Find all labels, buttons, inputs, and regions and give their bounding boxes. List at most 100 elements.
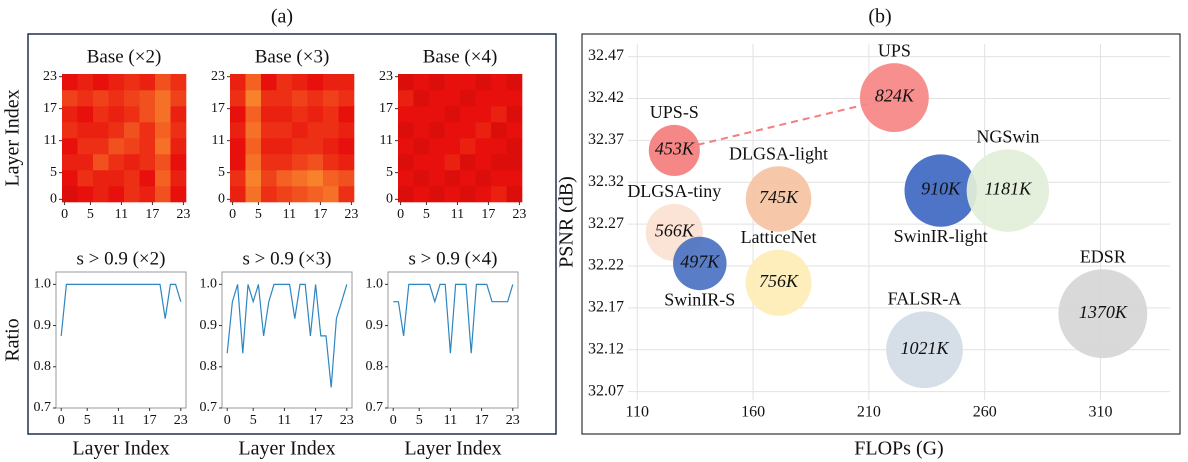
- x-tick-label: 310: [1089, 404, 1113, 421]
- heatmap-cell: [475, 170, 492, 187]
- line: [60, 283, 182, 336]
- heatmap-cell: [245, 90, 262, 107]
- chart-title: Base (×2): [87, 46, 162, 67]
- heatmap-cell: [261, 122, 277, 139]
- heatmap-cell: [230, 90, 246, 107]
- y-axis-label: Layer Index: [2, 89, 24, 186]
- heatmap-cell: [245, 74, 262, 91]
- heatmap-cell: [491, 186, 507, 203]
- heatmap-cell: [491, 170, 507, 187]
- heatmap-cell: [230, 106, 246, 123]
- heatmap-cell: [139, 90, 156, 107]
- heatmap-cell: [292, 106, 308, 123]
- heatmap-cell: [398, 154, 414, 171]
- bubble: [904, 154, 977, 227]
- heatmap-cell: [276, 170, 293, 187]
- heatmap-cell: [338, 186, 355, 203]
- heatmap-cell: [429, 106, 445, 123]
- x-tick-label: 17: [309, 413, 323, 428]
- heatmap-cell: [460, 122, 476, 139]
- heatmap-cell: [444, 154, 461, 171]
- heatmap-cell: [139, 106, 156, 123]
- heatmap-cell: [108, 186, 125, 203]
- heatmap-cell: [155, 170, 171, 187]
- x-tick-label: 23: [506, 413, 520, 428]
- heatmap-cell: [460, 74, 476, 91]
- x-tick-label: 11: [444, 413, 457, 428]
- heatmap-cell: [398, 186, 414, 203]
- bubble-name: DLGSA-tiny: [627, 181, 721, 201]
- heatmap-cell: [276, 186, 293, 203]
- y-tick-label: 0: [386, 192, 393, 207]
- heatmap-cell: [292, 138, 308, 155]
- heatmap-cell: [413, 186, 430, 203]
- y-tick-label: 32.22: [588, 257, 624, 274]
- heatmap-cell: [230, 122, 246, 139]
- heatmap-cell: [124, 170, 140, 187]
- heatmap-cell: [276, 154, 293, 171]
- heatmap-cell: [338, 74, 355, 91]
- heatmap-cell: [506, 154, 523, 171]
- heatmap-cell: [413, 106, 430, 123]
- heatmap-cell: [460, 106, 476, 123]
- heatmap-cell: [506, 170, 523, 187]
- heatmap-cell: [139, 154, 156, 171]
- bubble: [673, 236, 727, 291]
- heatmap-cell: [276, 74, 293, 91]
- heatmap-cell: [139, 170, 156, 187]
- x-tick-label: 5: [416, 413, 423, 428]
- heatmap-cell: [398, 90, 414, 107]
- heatmap-cell: [506, 106, 523, 123]
- plot-frame: [221, 271, 353, 409]
- heatmap-cell: [261, 186, 277, 203]
- y-tick-label: 0.9: [200, 318, 218, 333]
- heatmap-cell: [62, 170, 78, 187]
- heatmap-cell: [261, 138, 277, 155]
- y-tick-label: 17: [211, 101, 225, 116]
- heatmap-cell: [292, 154, 308, 171]
- heatmap-cell: [307, 138, 324, 155]
- bubble: [886, 311, 963, 389]
- x-tick-label: 11: [112, 413, 125, 428]
- y-tick-label: 5: [218, 165, 225, 180]
- x-tick-label: 0: [58, 413, 65, 428]
- heatmap-cell: [413, 122, 430, 139]
- plot-frame: [387, 271, 519, 409]
- heatmap-cell: [139, 74, 156, 91]
- heatmap-cell: [413, 74, 430, 91]
- heatmap-cell: [124, 122, 140, 139]
- y-tick-label: 0.7: [366, 400, 384, 415]
- heatmap-cell: [491, 90, 507, 107]
- heatmap-cell: [323, 154, 339, 171]
- x-tick-label: 17: [481, 207, 495, 222]
- heatmap-cell: [506, 186, 523, 203]
- heatmap-cell: [444, 170, 461, 187]
- bubble-size-label: 824K: [875, 86, 915, 106]
- heatmap-cell: [62, 154, 78, 171]
- heatmap-cell: [261, 90, 277, 107]
- heatmap-cell: [292, 74, 308, 91]
- bubble-name: UPS: [878, 40, 911, 60]
- heatmap-cell: [170, 122, 187, 139]
- heatmap-cell: [444, 74, 461, 91]
- y-axis-label: Ratio: [2, 318, 24, 361]
- heatmap-cell: [398, 122, 414, 139]
- chart-title: Base (×3): [255, 46, 330, 67]
- x-tick-label: 11: [283, 207, 296, 222]
- heatmap-cell: [429, 186, 445, 203]
- x-tick-label: 0: [61, 207, 68, 222]
- heatmap-cell: [93, 186, 109, 203]
- heatmap-cell: [307, 74, 324, 91]
- chart-title: Base (×4): [423, 46, 498, 67]
- x-tick-label: 5: [250, 413, 257, 428]
- y-tick-label: 32.42: [588, 89, 624, 106]
- line: [226, 283, 348, 388]
- heatmap-cell: [475, 74, 492, 91]
- y-tick-label: 0: [218, 192, 225, 207]
- bubble-size-label: 1021K: [900, 338, 949, 358]
- heatmap-cell: [323, 90, 339, 107]
- x-tick-label: 11: [115, 207, 128, 222]
- heatmap-cell: [292, 186, 308, 203]
- heatmap-cell: [413, 90, 430, 107]
- x-tick-label: 5: [84, 413, 91, 428]
